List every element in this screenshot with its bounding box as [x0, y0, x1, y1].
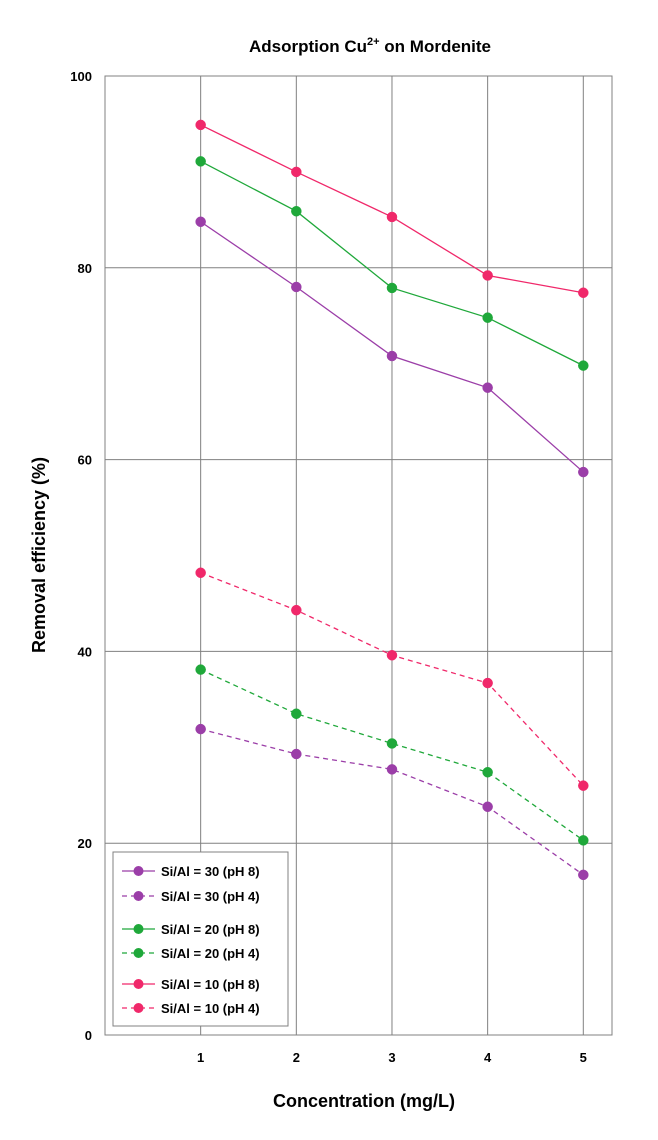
legend-label-1: Si/Al = 30 (pH 4): [161, 889, 260, 904]
series-1: [195, 723, 589, 881]
point-s4-x3: [386, 211, 398, 223]
legend-swatch-marker-3: [133, 948, 144, 958]
point-s0-x2: [291, 281, 302, 293]
y-tick-label-100: 100: [70, 69, 92, 84]
y-tick-label-60: 60: [78, 453, 92, 468]
plot-frame: [104, 75, 613, 1036]
chart-title: Adsorption Cu2+ on Mordenite: [249, 36, 491, 56]
legend-swatch-marker-1: [133, 891, 144, 901]
y-tick-label-80: 80: [78, 261, 92, 276]
legend-swatch-marker-4: [133, 979, 144, 989]
series-0: [195, 216, 589, 478]
point-s5-x5: [578, 780, 589, 791]
legend-item-2: Si/Al = 20 (pH 8): [122, 922, 260, 937]
point-s0-x4: [482, 382, 493, 393]
point-s5-x1: [195, 567, 206, 579]
legend-label-0: Si/Al = 30 (pH 8): [161, 864, 260, 879]
point-s5-x3: [386, 649, 398, 661]
series-5: [195, 567, 589, 791]
point-s3-x2: [291, 708, 302, 719]
point-s0-x5: [578, 466, 589, 478]
legend-label-3: Si/Al = 20 (pH 4): [161, 946, 260, 961]
point-s3-x4: [482, 766, 493, 778]
legend-swatch-marker-0: [133, 866, 144, 876]
legend-item-4: Si/Al = 10 (pH 8): [122, 977, 260, 992]
series-4: [195, 119, 589, 298]
y-tick-label-20: 20: [78, 836, 92, 851]
x-tick-label-1: 1: [197, 1050, 204, 1065]
point-s4-x2: [291, 166, 302, 178]
x-tick-labels: 1 2 3 4 5: [197, 1050, 587, 1065]
point-s5-x4: [482, 677, 493, 689]
legend-box: [112, 851, 289, 1027]
series-layer: [195, 119, 589, 881]
series-2: [195, 156, 589, 371]
legend-label-4: Si/Al = 10 (pH 8): [161, 977, 260, 992]
point-s0-x3: [386, 350, 398, 362]
point-s3-x1: [195, 664, 206, 675]
legend-item-3: Si/Al = 20 (pH 4): [122, 946, 260, 961]
legend-swatch-marker-2: [133, 924, 144, 934]
y-tick-label-40: 40: [78, 644, 92, 659]
point-s1-x4: [482, 801, 493, 813]
point-s1-x1: [195, 723, 206, 735]
point-s2-x4: [482, 312, 493, 323]
point-s4-x1: [195, 119, 206, 131]
series-line-3: [200, 669, 584, 841]
point-s3-x3: [386, 738, 398, 749]
y-tick-label-0: 0: [85, 1028, 92, 1043]
x-tick-label-4: 4: [484, 1050, 492, 1065]
point-s5-x2: [291, 604, 302, 616]
y-tick-labels: 0 20 40 60 80 100: [70, 69, 92, 1043]
point-s2-x3: [386, 282, 398, 294]
point-s1-x3: [386, 764, 398, 775]
legend-swatch-marker-5: [133, 1003, 144, 1013]
point-s2-x1: [195, 156, 206, 167]
legend-item-0: Si/Al = 30 (pH 8): [122, 864, 260, 879]
legend: Si/Al = 30 (pH 8) Si/Al = 30 (pH 4) Si/Al …: [112, 851, 289, 1027]
series-3: [195, 664, 589, 846]
legend-label-2: Si/Al = 20 (pH 8): [161, 922, 260, 937]
x-axis-label: Concentration (mg/L): [273, 1091, 455, 1111]
x-tick-label-5: 5: [580, 1050, 587, 1065]
point-s1-x2: [291, 748, 302, 760]
point-s0-x1: [195, 216, 206, 228]
y-axis-label: Removal efficiency (%): [29, 457, 49, 653]
legend-item-5: Si/Al = 10 (pH 4): [122, 1001, 260, 1016]
x-tick-label-2: 2: [293, 1050, 300, 1065]
point-s2-x2: [291, 205, 302, 217]
point-s3-x5: [578, 835, 589, 846]
point-s1-x5: [578, 869, 589, 881]
point-s4-x4: [482, 270, 493, 281]
point-s4-x5: [578, 287, 589, 298]
legend-item-1: Si/Al = 30 (pH 4): [122, 889, 260, 904]
series-line-1: [200, 728, 584, 876]
x-tick-label-3: 3: [388, 1050, 395, 1065]
point-s2-x5: [578, 360, 589, 371]
legend-label-5: Si/Al = 10 (pH 4): [161, 1001, 260, 1016]
